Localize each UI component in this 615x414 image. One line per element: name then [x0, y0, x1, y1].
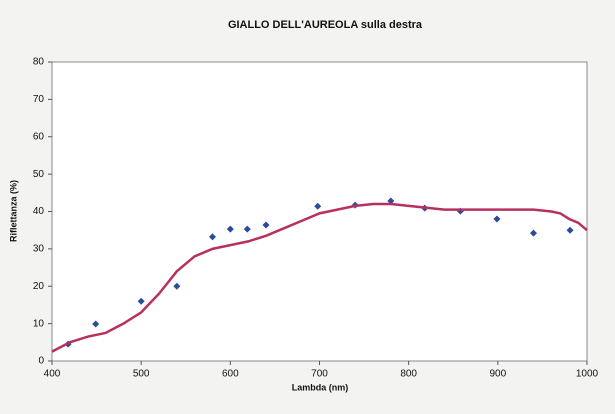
y-tick-label: 60: [33, 131, 45, 142]
x-tick-label: 800: [400, 369, 417, 380]
point: [209, 233, 216, 241]
y-tick-label: 50: [33, 169, 45, 180]
chart-title: GIALLO DELL'AUREOLA sulla destra: [228, 19, 423, 31]
x-tick-label: 400: [44, 369, 61, 380]
point: [493, 215, 501, 223]
point: [530, 229, 537, 237]
point: [226, 225, 234, 233]
x-tick-label: 900: [489, 369, 506, 380]
point: [173, 282, 181, 290]
x-tick-label: 700: [311, 369, 328, 380]
x-tick-label: 500: [133, 369, 150, 380]
y-tick-label: 10: [33, 318, 45, 329]
y-tick-label: 0: [38, 356, 44, 367]
point: [566, 226, 574, 234]
line: [51, 202, 588, 353]
x-tick-label: 600: [222, 369, 239, 380]
point: [137, 297, 145, 305]
x-axis-label: Lambda (nm): [292, 382, 349, 392]
x-tick-label: 1000: [576, 369, 599, 380]
y-tick-label: 30: [33, 244, 45, 255]
y-tick-label: 80: [33, 57, 45, 68]
point: [243, 225, 251, 233]
point: [262, 221, 270, 229]
point: [92, 320, 100, 328]
y-tick-label: 70: [33, 94, 45, 105]
y-tick-label: 20: [33, 281, 45, 292]
y-tick-label: 40: [33, 206, 45, 217]
plot-area: [51, 61, 588, 362]
y-axis-label: Riflettanza (%): [8, 180, 18, 242]
point: [314, 202, 322, 210]
